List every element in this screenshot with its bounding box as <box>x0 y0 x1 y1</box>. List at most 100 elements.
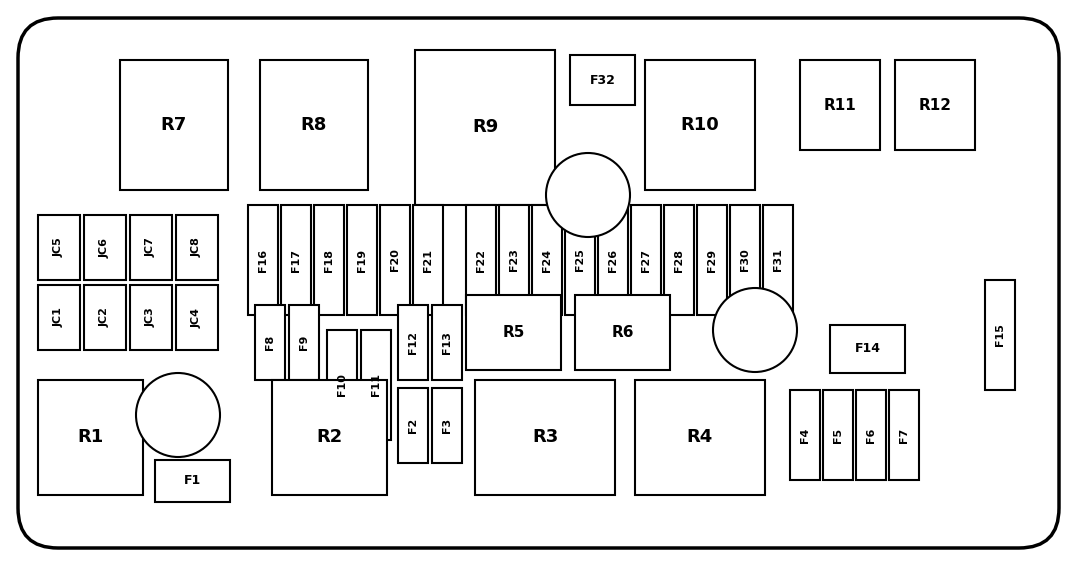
Bar <box>985 280 1015 390</box>
Bar <box>532 205 562 315</box>
Bar <box>38 285 80 350</box>
Bar <box>570 55 635 105</box>
Text: F28: F28 <box>674 248 684 272</box>
Text: F22: F22 <box>476 248 486 272</box>
Text: F2: F2 <box>408 418 418 433</box>
Text: F25: F25 <box>575 248 585 272</box>
Text: JC1: JC1 <box>54 307 64 328</box>
Text: R6: R6 <box>612 325 633 340</box>
Bar <box>176 285 218 350</box>
Bar <box>895 60 975 150</box>
Text: F15: F15 <box>995 324 1005 346</box>
FancyBboxPatch shape <box>18 18 1059 548</box>
Bar <box>800 60 880 150</box>
Bar <box>289 305 319 380</box>
Bar <box>598 205 628 315</box>
Bar <box>130 215 172 280</box>
Text: R3: R3 <box>532 428 558 447</box>
Text: F11: F11 <box>370 374 381 397</box>
Text: JC6: JC6 <box>100 238 110 258</box>
Text: R5: R5 <box>502 325 524 340</box>
Text: F13: F13 <box>442 331 452 354</box>
Bar <box>665 205 694 315</box>
Bar <box>466 295 561 370</box>
Bar <box>272 380 387 495</box>
Text: F5: F5 <box>833 427 843 443</box>
Text: JC8: JC8 <box>192 238 202 258</box>
Bar <box>347 205 377 315</box>
Text: F19: F19 <box>356 248 367 272</box>
Bar <box>823 390 853 480</box>
Text: F6: F6 <box>866 427 876 443</box>
Bar <box>327 330 356 440</box>
Text: R4: R4 <box>687 428 713 447</box>
Bar <box>248 205 278 315</box>
Text: F30: F30 <box>740 248 750 271</box>
Bar <box>84 215 126 280</box>
Text: F10: F10 <box>337 374 347 396</box>
Bar <box>380 205 410 315</box>
Text: JC7: JC7 <box>146 238 156 258</box>
Text: F23: F23 <box>509 248 519 272</box>
Bar <box>697 205 727 315</box>
Circle shape <box>546 153 630 237</box>
Text: F16: F16 <box>258 248 268 272</box>
Bar <box>889 390 919 480</box>
Text: JC3: JC3 <box>146 308 156 327</box>
Bar <box>38 380 143 495</box>
Text: F8: F8 <box>265 335 275 350</box>
Text: F9: F9 <box>299 335 309 350</box>
Bar <box>475 380 615 495</box>
Bar <box>565 205 595 315</box>
Text: JC4: JC4 <box>192 307 202 328</box>
Text: F20: F20 <box>390 248 400 272</box>
Bar <box>631 205 661 315</box>
Text: F32: F32 <box>589 74 615 87</box>
Text: R1: R1 <box>78 428 103 447</box>
Bar <box>856 390 886 480</box>
Circle shape <box>136 373 220 457</box>
Bar <box>38 215 80 280</box>
Bar <box>176 215 218 280</box>
Text: R10: R10 <box>681 116 719 134</box>
Text: JC5: JC5 <box>54 238 64 258</box>
Text: F24: F24 <box>542 248 553 272</box>
Text: R9: R9 <box>472 118 499 136</box>
Bar <box>361 330 391 440</box>
Bar <box>763 205 793 315</box>
Bar <box>84 285 126 350</box>
Bar <box>466 205 496 315</box>
Text: R7: R7 <box>160 116 187 134</box>
Text: F14: F14 <box>854 342 881 355</box>
Bar <box>635 380 765 495</box>
Circle shape <box>713 288 797 372</box>
Bar <box>645 60 755 190</box>
Text: JC2: JC2 <box>100 307 110 328</box>
Text: R8: R8 <box>300 116 327 134</box>
Text: F17: F17 <box>291 248 300 272</box>
Text: F1: F1 <box>184 474 201 487</box>
Bar <box>415 50 555 205</box>
Bar <box>398 305 428 380</box>
Text: F3: F3 <box>442 418 452 433</box>
Bar <box>575 295 670 370</box>
Bar <box>830 325 905 373</box>
Text: F18: F18 <box>324 248 334 272</box>
Bar <box>730 205 760 315</box>
Bar <box>260 60 368 190</box>
Text: F27: F27 <box>641 248 651 272</box>
Bar <box>314 205 344 315</box>
Text: F12: F12 <box>408 331 418 354</box>
Text: R12: R12 <box>919 97 951 113</box>
Text: F31: F31 <box>773 248 783 272</box>
Text: F4: F4 <box>800 427 810 443</box>
Text: F7: F7 <box>899 427 909 443</box>
Bar <box>432 305 462 380</box>
Text: F26: F26 <box>609 248 618 272</box>
Bar <box>499 205 529 315</box>
Text: F29: F29 <box>707 248 717 272</box>
Text: R2: R2 <box>317 428 342 447</box>
Bar <box>791 390 820 480</box>
Bar <box>255 305 285 380</box>
Bar <box>432 388 462 463</box>
